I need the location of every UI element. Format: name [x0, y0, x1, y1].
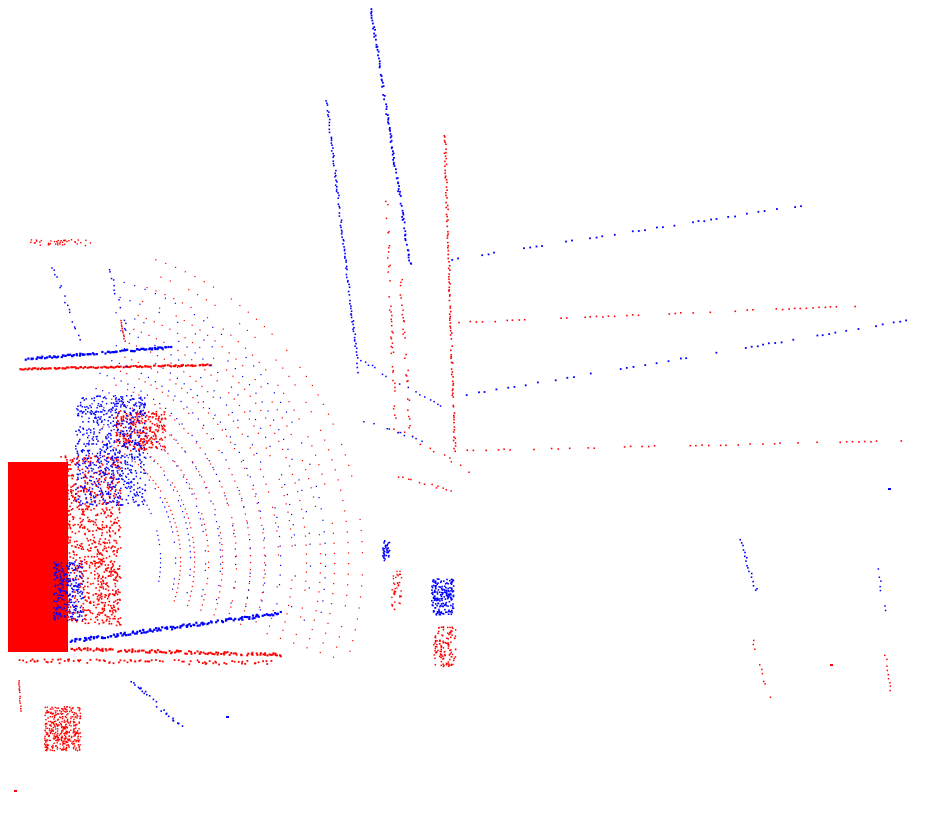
- aligned-cloud: [24, 8, 907, 727]
- reference-cloud: [8, 135, 903, 792]
